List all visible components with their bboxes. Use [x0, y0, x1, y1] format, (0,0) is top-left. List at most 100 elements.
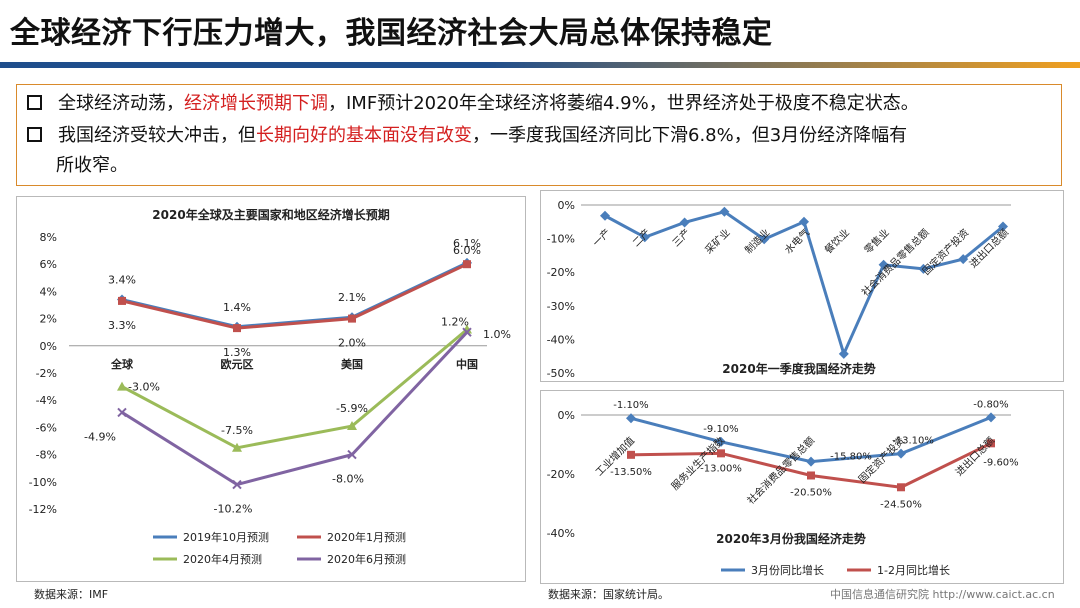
data-label: -13.50%: [610, 467, 652, 478]
y-tick-label: -10%: [29, 476, 57, 489]
legend-label: 2020年6月预测: [327, 552, 406, 566]
series-marker: [986, 412, 996, 423]
series-marker: [626, 413, 636, 424]
series-line-0: [121, 261, 468, 329]
series-marker: [462, 324, 472, 334]
data-label: -9.60%: [983, 457, 1018, 468]
summary-box: 全球经济动荡，经济增长预期下调，IMF预计2020年全球经济将萎缩4.9%，世界…: [16, 84, 1062, 186]
series-marker: [719, 206, 730, 217]
bullet-1: 全球经济动荡，经济增长预期下调，IMF预计2020年全球经济将萎缩4.9%，世界…: [27, 89, 919, 119]
y-tick-label: -20%: [547, 266, 575, 279]
data-label: -5.9%: [336, 402, 368, 415]
series-marker: [118, 296, 126, 305]
series-marker: [462, 327, 472, 337]
series-marker: [897, 483, 905, 492]
data-label: -4.9%: [84, 430, 116, 443]
y-tick-label: -40%: [547, 527, 575, 540]
series-marker: [600, 210, 610, 221]
data-label: -13.10%: [892, 436, 934, 447]
series-marker: [918, 263, 929, 274]
y-tick-label: -6%: [36, 421, 57, 434]
y-tick-label: 0%: [40, 340, 57, 353]
x-category-label: 社会消费品零售总额: [859, 226, 932, 299]
y-tick-label: 8%: [40, 231, 57, 244]
x-category-label: 零售业: [861, 226, 891, 256]
data-label: -9.10%: [703, 424, 738, 435]
y-tick-label: -12%: [29, 503, 57, 516]
series-marker: [348, 314, 356, 323]
series-marker: [806, 456, 816, 467]
source-left: 数据来源：IMF: [34, 588, 109, 601]
x-category-label: 餐饮业: [822, 226, 852, 256]
data-label: -10.2%: [214, 503, 253, 516]
series-marker: [958, 254, 969, 265]
x-category-label: 三产: [669, 226, 692, 249]
y-tick-label: -30%: [547, 300, 575, 313]
x-category-label: 一产: [590, 226, 613, 249]
y-tick-label: 2%: [40, 313, 57, 326]
series-marker: [627, 450, 635, 459]
y-tick-label: -40%: [547, 333, 575, 346]
forecast-chart-panel: 2020年全球及主要国家和地区经济增长预期 8% 6% 4% 2% 0% -2% -4% -6%…: [16, 196, 526, 582]
data-label: -3.0%: [128, 381, 160, 394]
series-line-1: [121, 262, 468, 330]
y-tick-label: -8%: [36, 449, 57, 462]
y-tick-label: -10%: [547, 233, 575, 246]
data-label: 1.3%: [223, 346, 251, 359]
march-chart-panel: 0% -20% -40% -1.10% -9.10% -15.80% -13.10% -0.8…: [540, 390, 1064, 584]
highlight-text: 经济增长预期下调: [184, 93, 328, 114]
series-marker: [998, 221, 1008, 232]
series-line-2: [121, 328, 468, 450]
x-category-label: 采矿业: [702, 226, 732, 256]
x-category-label: 全球: [110, 357, 134, 371]
series-marker: [717, 449, 725, 458]
data-label: -8.0%: [332, 473, 364, 486]
series-marker: [759, 234, 770, 245]
series-line-3: [121, 331, 469, 487]
data-label: 2.0%: [338, 337, 366, 350]
legend-label: 2020年4月预测: [183, 552, 262, 566]
series-marker: [878, 259, 889, 270]
data-label: 1.0%: [483, 328, 511, 341]
y-tick-label: 4%: [40, 285, 57, 298]
data-label: -15.80%: [830, 452, 872, 463]
series-marker: [838, 348, 849, 359]
y-tick-label: -50%: [547, 367, 575, 380]
x-category-label: 欧元区: [221, 357, 254, 371]
source-right: 数据来源：国家统计局。: [548, 588, 669, 601]
chart-title: 2020年全球及主要国家和地区经济增长预期: [152, 207, 389, 222]
bullet-2: 我国经济受较大冲击，但长期向好的基本面没有改变，一季度我国经济同比下滑6.8%，…: [27, 121, 907, 151]
data-label: 3.3%: [108, 319, 136, 332]
march-chart: 0% -20% -40% -1.10% -9.10% -15.80% -13.10% -0.8…: [547, 399, 1019, 577]
series-marker: [799, 216, 809, 227]
forecast-chart: 2020年全球及主要国家和地区经济增长预期 8% 6% 4% 2% 0% -2% -4% -6%…: [29, 207, 511, 566]
q1-chart: 0%-10%-20%-30%-40%-50%一产 二产 三产 采矿业 制造业 水电气 餐饮业…: [547, 199, 1012, 380]
page-title: 全球经济下行压力增大，我国经济社会大局总体保持稳定: [10, 16, 773, 51]
x-category-label: 制造业: [742, 226, 772, 256]
legend-label: 2019年10月预测: [183, 530, 269, 544]
data-label: 3.4%: [108, 274, 136, 287]
data-label: 1.2%: [441, 315, 469, 328]
series-marker: [896, 448, 906, 459]
series-marker: [463, 260, 471, 269]
bullet-square-icon: [27, 94, 42, 110]
series-marker: [679, 217, 690, 228]
series-marker: [987, 439, 995, 448]
series-marker: [807, 471, 815, 480]
data-label: -1.10%: [613, 400, 648, 411]
y-tick-label: -4%: [36, 394, 57, 407]
legend-label: 3月份同比增长: [751, 563, 824, 577]
data-label: 1.4%: [223, 301, 251, 314]
y-tick-label: 6%: [40, 258, 57, 271]
data-label: -7.5%: [221, 424, 253, 437]
series-marker: [117, 407, 127, 418]
data-label: -24.50%: [880, 499, 922, 510]
data-label: 2.1%: [338, 291, 366, 304]
bullet-square-icon: [27, 126, 42, 142]
q1-chart-panel: 0% -10% -20% -30% -40% -50% 一产 二产 三产 采矿业 制造业 水电气 餐饮业…: [540, 190, 1064, 382]
series-marker: [232, 442, 242, 452]
y-tick-label: 0%: [558, 199, 575, 212]
x-category-label: 中国: [456, 357, 478, 371]
data-label: -0.80%: [973, 399, 1008, 410]
x-category-label: 美国: [341, 357, 363, 371]
